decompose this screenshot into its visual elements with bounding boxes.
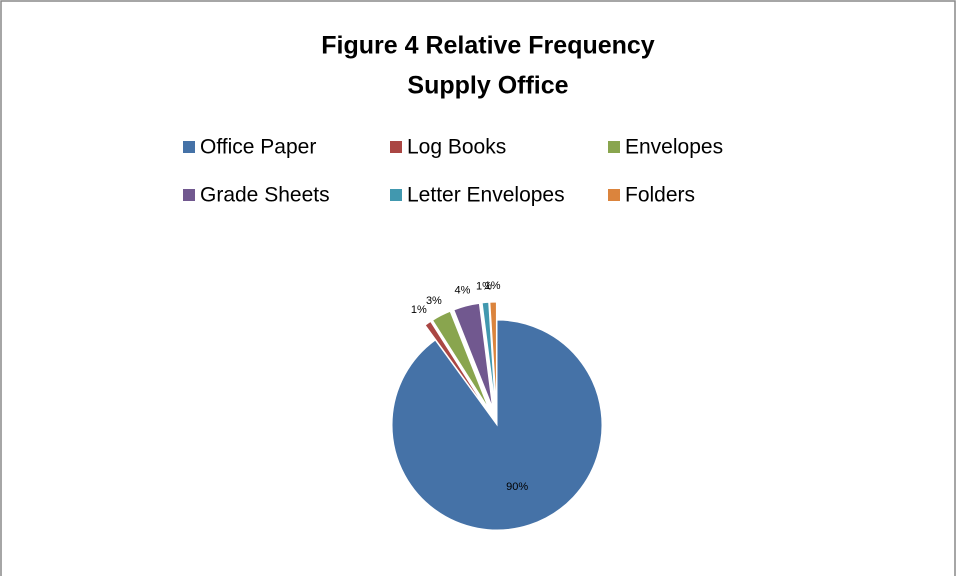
data-label: 1%	[485, 280, 501, 292]
pie-slice	[431, 310, 490, 410]
legend-label: Log Books	[407, 136, 506, 159]
legend-swatch	[183, 189, 195, 201]
legend-swatch	[390, 141, 402, 153]
legend-swatch	[608, 189, 620, 201]
pie-slice	[481, 301, 496, 408]
legend-label: Office Paper	[200, 136, 316, 159]
data-label: 4%	[454, 284, 470, 296]
data-label: 90%	[506, 481, 528, 493]
legend-label: Folders	[625, 184, 695, 207]
pie-slice	[453, 302, 494, 408]
chart-subtitle: Supply Office	[407, 72, 568, 100]
pie-slice	[489, 301, 497, 408]
legend-swatch	[183, 141, 195, 153]
legend-label: Letter Envelopes	[407, 184, 565, 207]
data-label: 3%	[426, 295, 442, 307]
legend-label: Envelopes	[625, 136, 723, 159]
legend-label: Grade Sheets	[200, 184, 330, 207]
legend-swatch	[390, 189, 402, 201]
pie-slice	[391, 319, 603, 531]
chart-title: Figure 4 Relative Frequency	[321, 32, 655, 60]
data-label: 1%	[411, 304, 427, 316]
legend-swatch	[608, 141, 620, 153]
pie-slice	[424, 320, 488, 411]
data-label: 1%	[476, 281, 492, 293]
